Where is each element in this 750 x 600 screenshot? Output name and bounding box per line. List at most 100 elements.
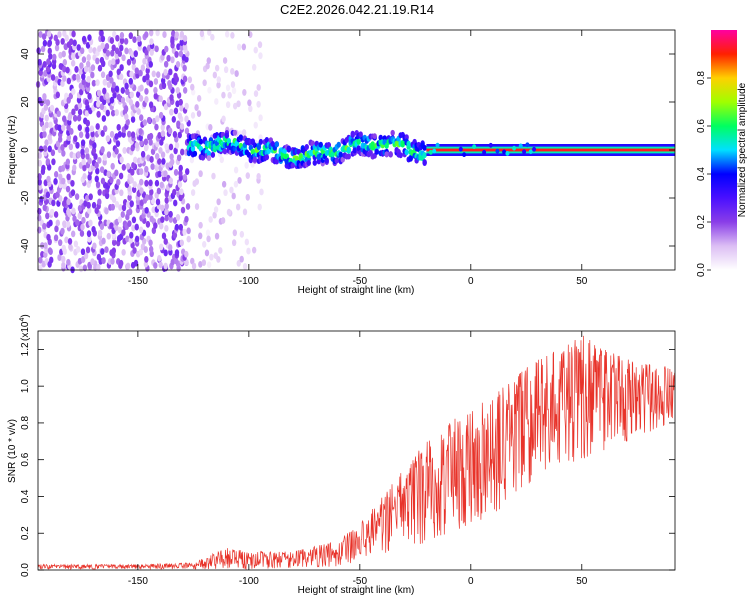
spectrogram-cell: [253, 121, 258, 129]
spectrogram-cell: [85, 132, 90, 139]
spectrogram-cell: [66, 258, 71, 266]
spectrogram-cell: [115, 34, 120, 42]
colorbar-tick-label: 0.6: [696, 119, 707, 133]
spectrogram-cell: [144, 88, 149, 95]
spectrogram-cell: [74, 66, 79, 73]
spectrogram-cell: [242, 89, 247, 96]
spectrogram-cell: [87, 34, 92, 42]
spectrogram-cell: [114, 47, 120, 55]
spectrogram-cell: [143, 138, 149, 146]
spectrogram-cell: [66, 77, 72, 85]
spectrogram-cell: [198, 138, 204, 145]
spectrogram-cell: [173, 72, 178, 80]
spectrogram-cell: [199, 30, 205, 38]
spectrogram-cell: [163, 238, 168, 245]
spectrogram-cell: [120, 96, 126, 104]
spectrogram-cell: [208, 216, 213, 223]
spectrogram-cell: [206, 261, 212, 269]
spectrogram-cell: [94, 161, 99, 169]
spectrogram-cell: [133, 50, 138, 58]
spectrogram-cell: [159, 181, 164, 189]
spectrogram-cell: [84, 99, 90, 107]
spectrogram-cell: [374, 148, 379, 155]
colorbar-tick-label: 0.4: [696, 167, 707, 181]
spectrogram-cell: [114, 85, 120, 93]
spectrogram-cell: [169, 158, 175, 166]
spectrogram-cell: [178, 164, 183, 172]
spectrogram-cell: [116, 93, 122, 101]
spectrogram-xtick-label: -50: [353, 276, 368, 287]
spectrogram-cell: [404, 134, 409, 141]
spectrogram-cell: [61, 149, 66, 157]
spectrogram-cell: [81, 56, 87, 64]
spectrogram-cell: [128, 32, 134, 40]
spectrogram-cell: [236, 259, 241, 267]
snr-xtick-label: -150: [128, 576, 148, 587]
spectrogram-cell: [110, 49, 115, 57]
spectrogram-cell: [176, 154, 182, 162]
spectrogram-cell: [164, 202, 169, 210]
spectrogram-cell: [41, 124, 46, 132]
spectrogram-ytick-label: -20: [20, 190, 31, 205]
spectrogram-cell: [44, 139, 49, 147]
spectrogram-cell: [112, 91, 117, 99]
spectrogram-cell: [169, 94, 174, 101]
spectrogram-cell: [148, 179, 153, 187]
spectrogram-cell: [71, 207, 76, 215]
spectrogram-cell: [176, 43, 181, 51]
spectrogram-cell: [65, 220, 71, 228]
spectrogram-cell: [70, 230, 76, 238]
spectrogram-cell: [422, 144, 427, 151]
spectrogram-cell: [174, 249, 180, 257]
spectrogram-cell: [77, 108, 83, 116]
spectrogram-cell: [81, 73, 86, 81]
spectrogram-cell: [42, 222, 47, 230]
spectrogram-cell: [110, 257, 115, 265]
spectrogram-cell: [90, 71, 95, 79]
spectrogram-cell: [160, 130, 166, 138]
spectrogram-cell: [206, 235, 211, 243]
spectrogram-cell: [132, 156, 138, 164]
spectrogram-cell: [121, 204, 127, 212]
spectrogram-cell: [74, 104, 79, 112]
spectrogram-cell: [233, 166, 239, 174]
snr-ytick-label: 0.0: [20, 563, 31, 577]
spectrogram-cell: [172, 131, 178, 138]
spectrogram-cell: [190, 189, 196, 196]
spectrogram-cell: [532, 146, 537, 152]
spectrogram-cell: [219, 156, 224, 164]
spectrogram-cell: [206, 155, 212, 162]
spectrogram-cell: [126, 58, 132, 66]
spectrogram-cell: [40, 45, 46, 53]
spectrogram-cell: [119, 156, 124, 164]
spectrogram-cell: [72, 73, 77, 81]
spectrogram-cell: [204, 249, 210, 257]
spectrogram-cell: [156, 71, 161, 79]
spectrogram-cell: [62, 30, 67, 37]
spectrogram-cell: [163, 60, 169, 68]
spectrogram-cell: [95, 167, 100, 175]
spectrogram-cell: [237, 177, 242, 184]
spectrogram-cell: [158, 261, 163, 269]
spectrogram-cell: [120, 211, 125, 218]
spectrogram-xtick-label: 0: [468, 276, 474, 287]
spectrogram-cell: [173, 199, 178, 207]
spectrogram-cell: [61, 261, 66, 269]
spectrogram-cell: [164, 45, 169, 53]
spectrogram-cell: [144, 31, 149, 39]
spectrogram-cell: [97, 198, 102, 206]
spectrogram-cell: [129, 200, 134, 208]
spectrogram-cell: [227, 91, 232, 99]
spectrogram-cell: [75, 245, 81, 253]
spectrogram-cell: [62, 58, 68, 66]
spectrogram-cell: [109, 96, 115, 104]
spectrogram-cell: [235, 203, 241, 211]
spectrogram-cell: [168, 216, 174, 223]
spectrogram-cell: [194, 104, 199, 111]
spectrogram-cell: [131, 161, 136, 169]
spectrogram-cell: [156, 187, 162, 195]
spectrogram-cell: [129, 91, 134, 99]
spectrogram-cell: [116, 68, 121, 76]
spectrogram-cell: [182, 43, 188, 51]
spectrogram-cell: [48, 52, 53, 60]
